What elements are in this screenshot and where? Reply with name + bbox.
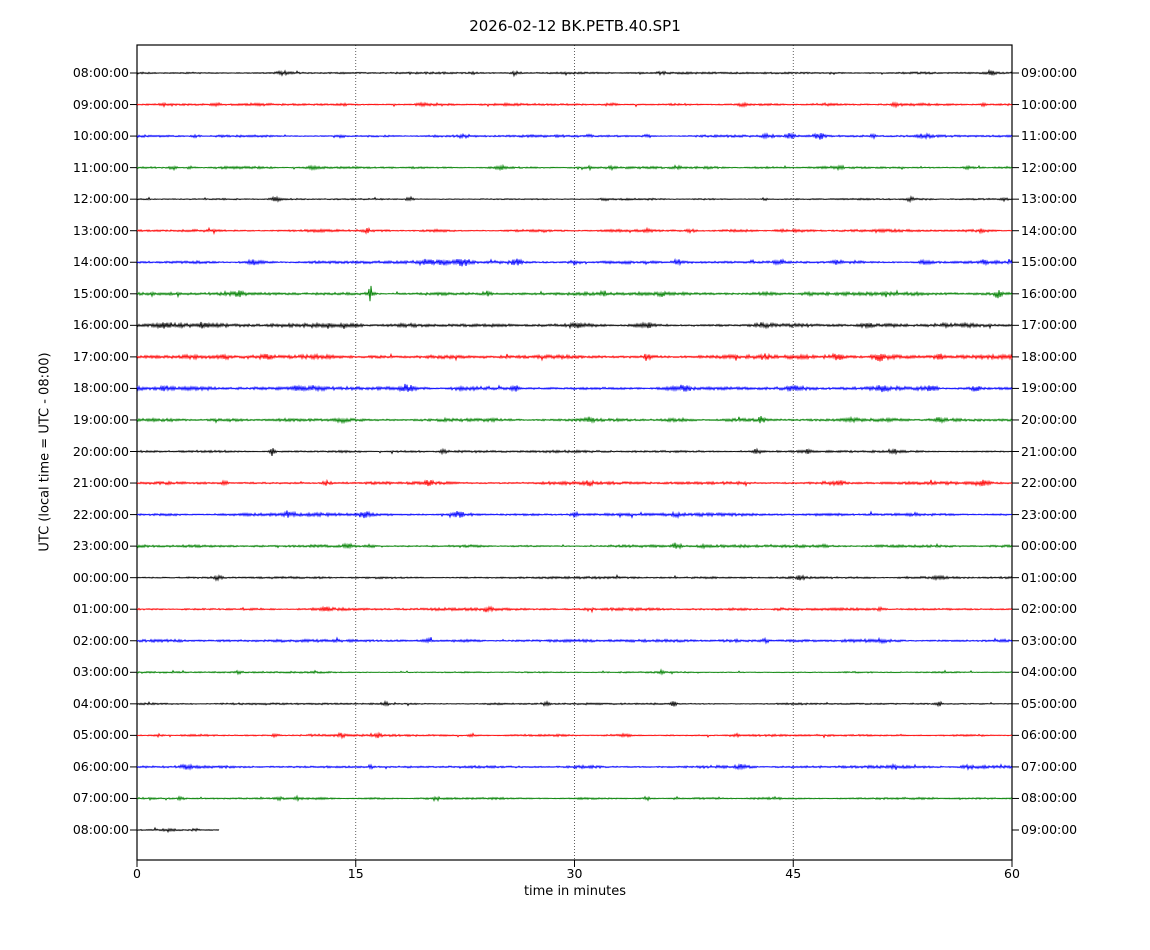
seismic-trace	[136, 195, 1013, 204]
utc-time-label: 01:00:00	[72, 600, 129, 616]
local-time-label: 09:00:00	[1021, 64, 1078, 80]
seismic-trace	[136, 510, 1013, 519]
local-time-label: 06:00:00	[1021, 727, 1078, 743]
seismic-trace	[136, 605, 1013, 614]
utc-time-label: 04:00:00	[72, 695, 129, 711]
seismic-trace	[136, 163, 1013, 172]
utc-time-label: 20:00:00	[72, 443, 129, 459]
utc-time-label: 03:00:00	[72, 664, 129, 680]
local-time-label: 07:00:00	[1021, 758, 1078, 774]
x-tick-label: 0	[133, 866, 141, 881]
local-time-label: 10:00:00	[1021, 96, 1078, 112]
utc-time-label: 19:00:00	[72, 411, 129, 427]
seismic-trace	[136, 383, 1013, 393]
utc-time-label: 12:00:00	[72, 190, 129, 206]
utc-time-label: 05:00:00	[72, 727, 129, 743]
utc-time-label: 18:00:00	[72, 380, 129, 396]
seismic-trace	[136, 258, 1013, 267]
local-time-label: 04:00:00	[1021, 664, 1078, 680]
local-time-label: 08:00:00	[1021, 790, 1078, 806]
utc-time-label: 13:00:00	[72, 222, 129, 238]
x-tick-label: 30	[566, 866, 583, 881]
seismic-trace	[136, 763, 1013, 771]
seismic-trace	[136, 68, 1013, 78]
seismic-trace	[136, 668, 1013, 676]
seismic-trace	[136, 478, 1013, 488]
utc-time-label: 08:00:00	[72, 64, 129, 80]
seismic-trace	[136, 574, 1013, 582]
local-time-label: 02:00:00	[1021, 600, 1078, 616]
local-time-label: 14:00:00	[1021, 222, 1078, 238]
x-tick-label: 15	[347, 866, 364, 881]
seismic-trace	[136, 542, 1013, 550]
utc-time-label: 02:00:00	[72, 632, 129, 648]
utc-time-label: 11:00:00	[72, 159, 129, 175]
seismic-trace	[136, 636, 1013, 645]
utc-time-label: 08:00:00	[72, 821, 129, 837]
local-time-label: 03:00:00	[1021, 632, 1078, 648]
seismic-trace	[136, 415, 1013, 425]
utc-time-label: 09:00:00	[72, 96, 129, 112]
seismic-trace	[136, 700, 1013, 708]
utc-time-label: 17:00:00	[72, 348, 129, 364]
utc-time-label: 06:00:00	[72, 758, 129, 774]
local-time-label: 17:00:00	[1021, 317, 1078, 333]
utc-time-label: 21:00:00	[72, 474, 129, 490]
x-tick-label: 45	[785, 866, 802, 881]
local-time-label: 22:00:00	[1021, 474, 1078, 490]
utc-time-label: 00:00:00	[72, 569, 129, 585]
local-time-label: 09:00:00	[1021, 821, 1078, 837]
local-time-label: 01:00:00	[1021, 569, 1078, 585]
local-time-label: 11:00:00	[1021, 127, 1078, 143]
seismic-trace	[136, 447, 1013, 456]
seismic-trace	[136, 794, 1013, 802]
local-time-label: 12:00:00	[1021, 159, 1078, 175]
local-time-label: 15:00:00	[1021, 254, 1078, 269]
seismic-trace	[136, 731, 1013, 740]
seismic-trace	[136, 321, 1013, 330]
utc-time-label: 16:00:00	[72, 317, 129, 333]
utc-time-label: 22:00:00	[72, 506, 129, 522]
local-time-label: 19:00:00	[1021, 380, 1078, 396]
utc-time-label: 23:00:00	[72, 537, 129, 553]
local-time-label: 21:00:00	[1021, 443, 1078, 459]
seismic-trace	[136, 285, 1013, 302]
local-time-label: 05:00:00	[1021, 695, 1078, 711]
utc-time-label: 10:00:00	[72, 127, 129, 143]
local-time-label: 20:00:00	[1021, 411, 1078, 427]
seismic-trace	[136, 826, 220, 834]
utc-time-label: 07:00:00	[72, 790, 129, 806]
x-tick-label: 60	[1004, 866, 1020, 881]
utc-time-label: 14:00:00	[72, 254, 129, 269]
seismic-trace	[136, 101, 1013, 109]
seismic-trace	[136, 226, 1013, 236]
local-time-label: 18:00:00	[1021, 348, 1078, 364]
local-time-label: 13:00:00	[1021, 190, 1078, 206]
plot-title: 2026-02-12 BK.PETB.40.SP1	[469, 17, 681, 35]
local-time-label: 16:00:00	[1021, 285, 1078, 301]
x-axis-label: time in minutes	[523, 884, 627, 899]
seismic-trace	[136, 132, 1013, 141]
local-time-label: 00:00:00	[1021, 537, 1078, 553]
local-time-label: 23:00:00	[1021, 506, 1078, 522]
utc-time-label: 15:00:00	[72, 285, 129, 301]
seismic-trace	[136, 352, 1013, 362]
